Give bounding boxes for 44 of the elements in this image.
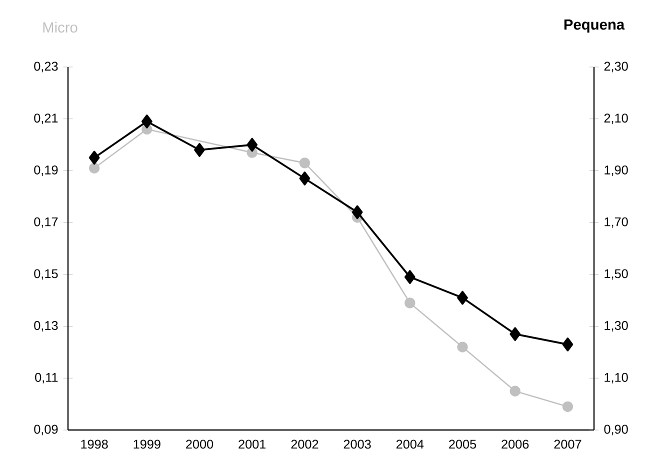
x-tick-label: 2005 [449,440,476,449]
x-tick-label: 2002 [291,440,318,449]
y2-tick-label: 1,10 [604,372,628,384]
point [299,158,310,168]
x-tick-label: 2001 [238,440,266,449]
point [299,172,310,186]
x-tick-label: 1999 [134,440,160,449]
x-tick-label: 2003 [344,440,371,449]
point [562,401,574,412]
x-tick-label: 2007 [554,440,582,449]
point [510,386,520,396]
point [510,327,521,341]
point [141,114,152,128]
point [457,342,468,352]
y2-tick-label: 1,70 [604,217,628,228]
y2-tick-label: 2,30 [604,62,628,72]
y-tick-label: 0,15 [34,269,58,280]
x-tick-label: 2006 [502,440,529,449]
x-tick-label: 1998 [81,440,108,449]
y-axis-title: Micro [43,22,78,33]
point [562,338,574,352]
point [246,138,258,152]
point [404,270,416,284]
point [88,162,100,174]
y2-tick-label: 1,50 [604,269,628,280]
point [404,298,416,308]
point [352,205,363,220]
y-tick-label: 0,11 [35,372,58,384]
y-tick-label: 0,09 [34,424,58,436]
x-tick-label: 2004 [396,440,424,449]
y2-tick-label: 2,10 [604,114,628,124]
point [457,290,468,305]
y-tick-label: 0,21 [34,114,58,124]
point [194,143,205,157]
y-tick-label: 0,19 [34,165,58,176]
y2-axis-title: Pequena [564,19,625,33]
y2-tick-label: 0,90 [604,424,628,436]
y-tick-label: 0,17 [34,217,58,228]
y2-tick-label: 1,30 [604,321,628,332]
y2-tick-label: 1,90 [604,165,628,176]
point [88,150,100,165]
y-tick-label: 0,13 [34,321,58,332]
x-tick-label: 2000 [186,440,214,449]
y-tick-label: 0,23 [34,62,58,72]
